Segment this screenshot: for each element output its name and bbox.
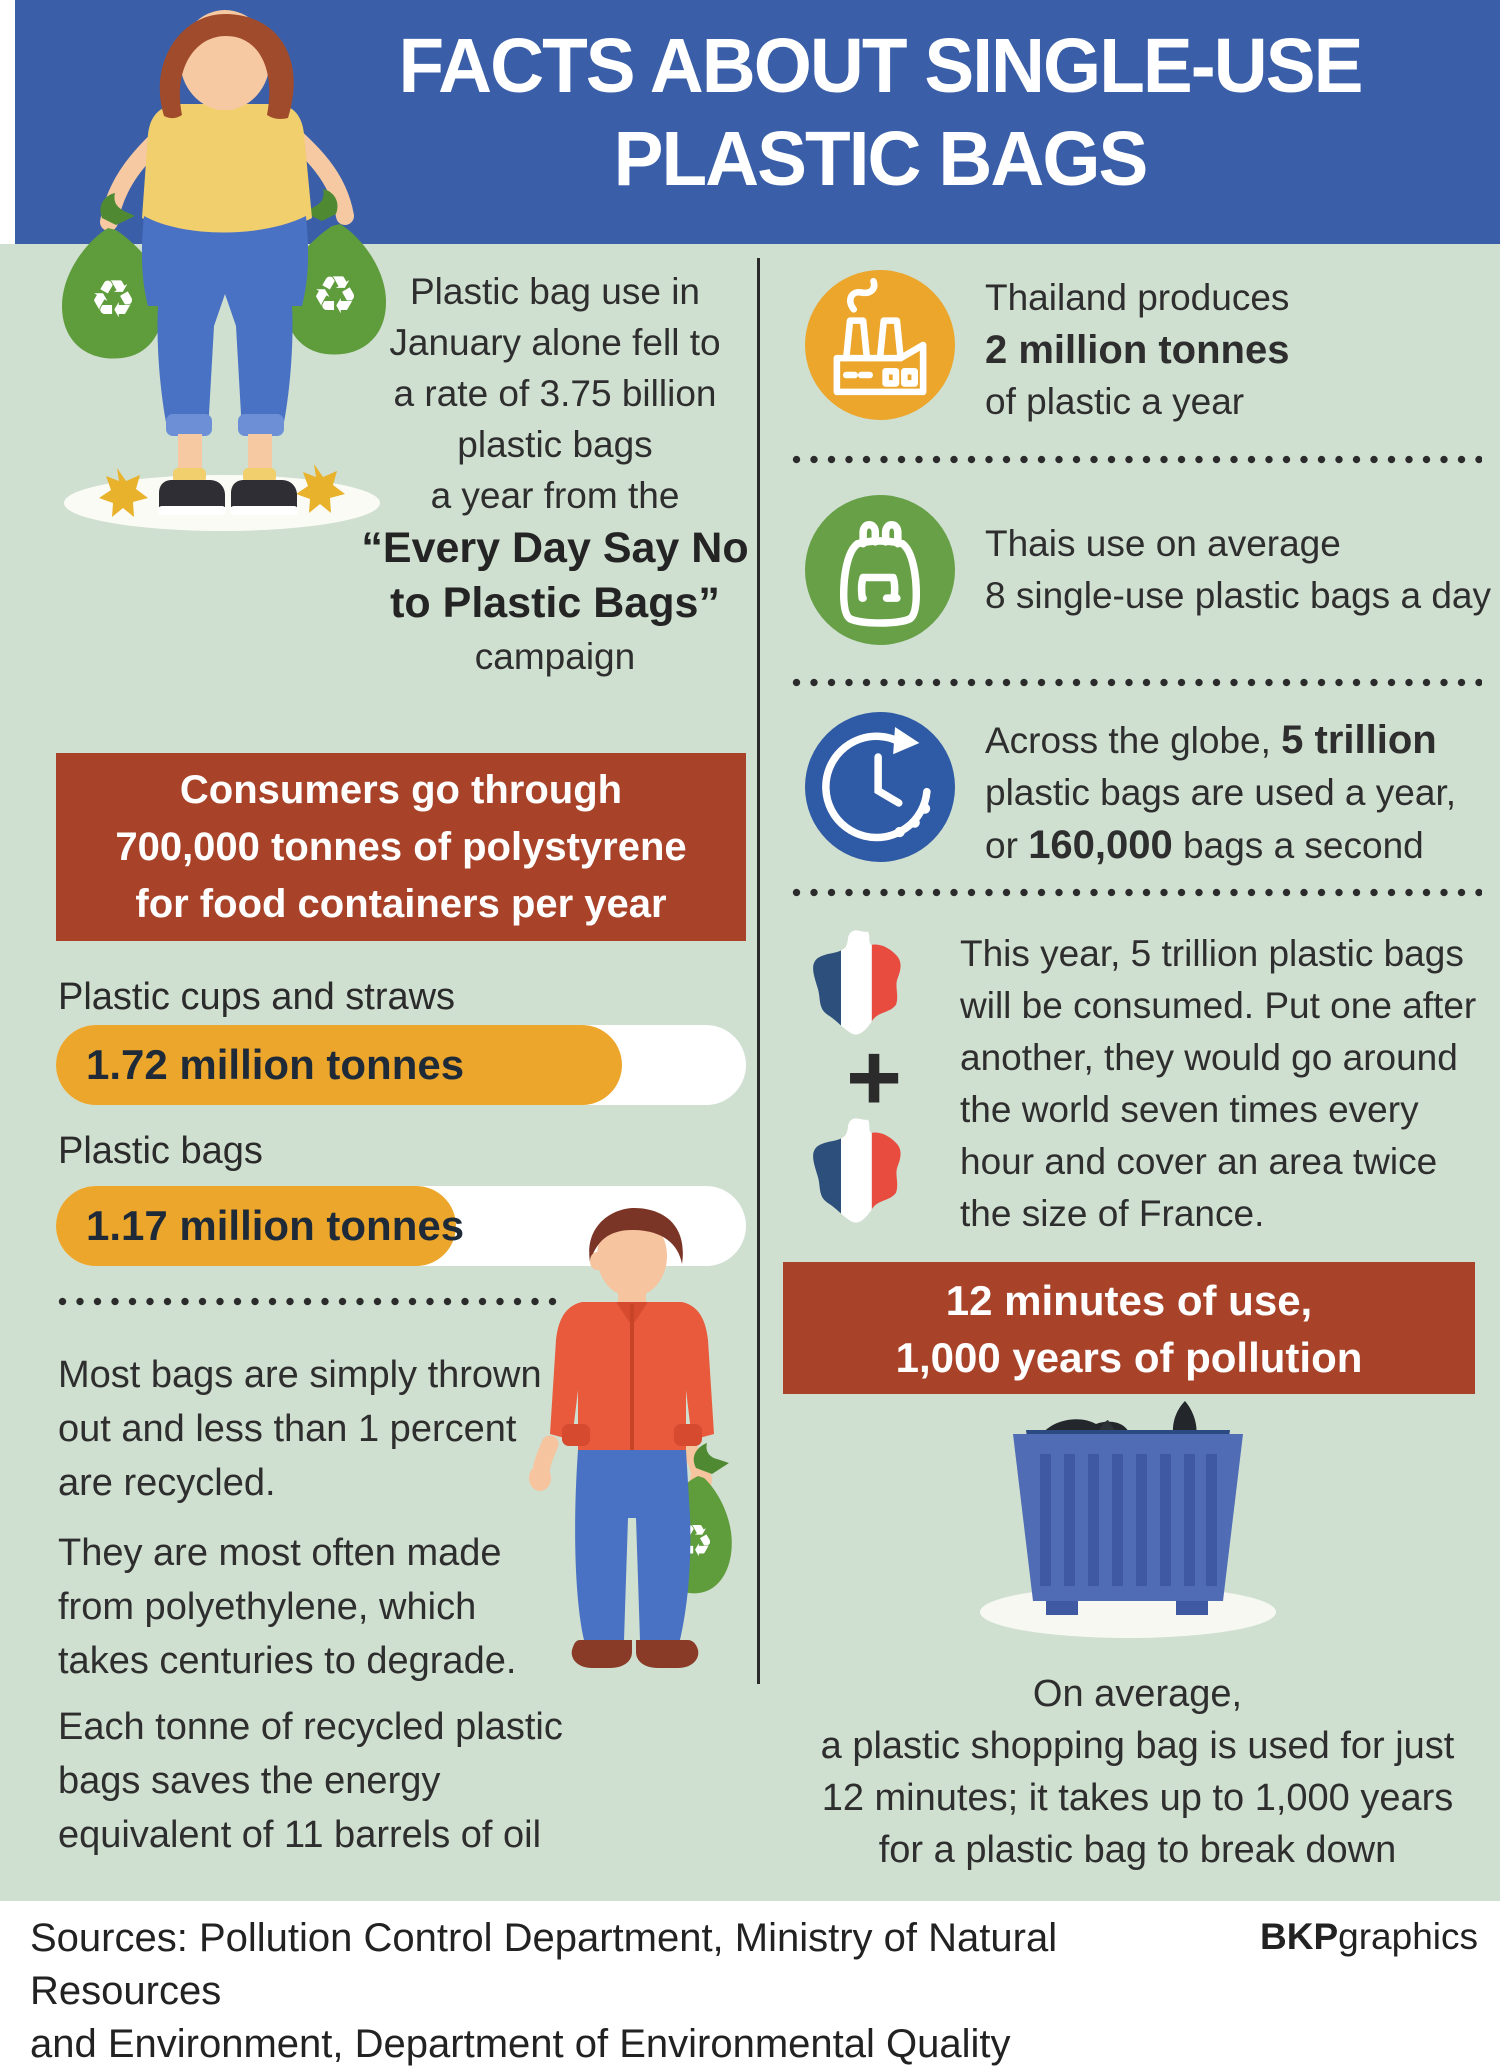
- bar1-category-label: Plastic cups and straws: [58, 976, 456, 1018]
- footer-band: [0, 1901, 1500, 2069]
- leaf-icon: [99, 468, 148, 517]
- recycle-bag-icon: [62, 228, 164, 359]
- paragraph-recycled: Most bags are simply thrown out and less…: [58, 1354, 542, 1504]
- france-map-icon: [813, 930, 901, 1035]
- intro-line: January alone fell to: [389, 322, 721, 363]
- recycle-bag-icon: [303, 189, 338, 221]
- man-illustration: ♻: [529, 1208, 732, 1668]
- recycle-bag-icon: [100, 193, 135, 225]
- polystyrene-stat-box: Consumers go through 700,000 tonnes of p…: [56, 753, 746, 941]
- dotted-separator: [792, 888, 1482, 897]
- bar2-fill: 1.17 million tonnes: [56, 1186, 464, 1266]
- column-divider: [757, 258, 760, 1684]
- recycle-bag-icon: [284, 224, 386, 355]
- sources-text: Sources: Pollution Control Department, M…: [30, 1916, 1058, 2066]
- fact4-text: This year, 5 trillion plastic bags will …: [960, 933, 1477, 1234]
- fact1-text: Thailand produces 2 million tonnes of pl…: [985, 277, 1290, 422]
- fact2-text: Thais use on average 8 single-use plasti…: [985, 523, 1491, 616]
- plastic-bag-icon: [839, 521, 921, 627]
- bar2-category-label: Plastic bags: [58, 1130, 263, 1172]
- trash-bin-illustration: [980, 1401, 1276, 1638]
- woman-illustration: ♻ ♻: [62, 10, 386, 531]
- dotted-separator: [792, 455, 1482, 464]
- clock-icon: [822, 727, 931, 842]
- page-title: FACTS ABOUT SINGLE-USE PLASTIC BAGS: [308, 20, 1453, 206]
- bar1-track: 1.72 million tonnes: [56, 1025, 746, 1105]
- intro-line: plastic bags: [457, 424, 653, 465]
- bar1-fill: 1.72 million tonnes: [56, 1025, 622, 1105]
- recycle-icon: ♻: [312, 266, 359, 326]
- recycle-bag-icon: [693, 1443, 729, 1474]
- fact2-circle: [805, 495, 955, 645]
- credit-text: BKPgraphics: [1260, 1916, 1478, 1957]
- fact3-circle: [805, 712, 955, 862]
- factory-icon: [833, 277, 927, 396]
- intro-line: a year from the: [430, 475, 680, 516]
- title-line1: FACTS ABOUT SINGLE-USE: [398, 23, 1364, 109]
- bar1-value: 1.72 million tonnes: [86, 1041, 465, 1088]
- plus-icon: +: [845, 1024, 903, 1131]
- intro-text: Plastic bag use in January alone fell to…: [355, 266, 755, 682]
- campaign-name: to Plastic Bags”: [390, 579, 720, 627]
- bar2-value: 1.17 million tonnes: [86, 1202, 465, 1249]
- intro-line: Plastic bag use in: [409, 271, 700, 312]
- fact1-circle: [805, 270, 955, 420]
- bin-caption: On average, a plastic shopping bag is us…: [820, 1673, 1455, 1871]
- campaign-name: “Every Day Say No: [361, 524, 749, 572]
- title-line2: PLASTIC BAGS: [613, 116, 1149, 202]
- recycle-icon: ♻: [90, 270, 137, 330]
- intro-line: a rate of 3.75 billion: [393, 373, 717, 414]
- dotted-separator: [58, 1297, 563, 1306]
- paragraph-polyethylene: They are most often made from polyethyle…: [58, 1532, 517, 1682]
- paragraph-energy: Each tonne of recycled plastic bags save…: [58, 1706, 563, 1856]
- intro-line: campaign: [474, 636, 636, 677]
- leaf-icon: [296, 464, 345, 513]
- dotted-separator: [792, 678, 1482, 687]
- pollution-stat-box: 12 minutes of use, 1,000 years of pollut…: [783, 1262, 1475, 1394]
- france-map-icon: [813, 1118, 901, 1223]
- fact3-text: Across the globe, 5 trillion plastic bag…: [985, 718, 1457, 867]
